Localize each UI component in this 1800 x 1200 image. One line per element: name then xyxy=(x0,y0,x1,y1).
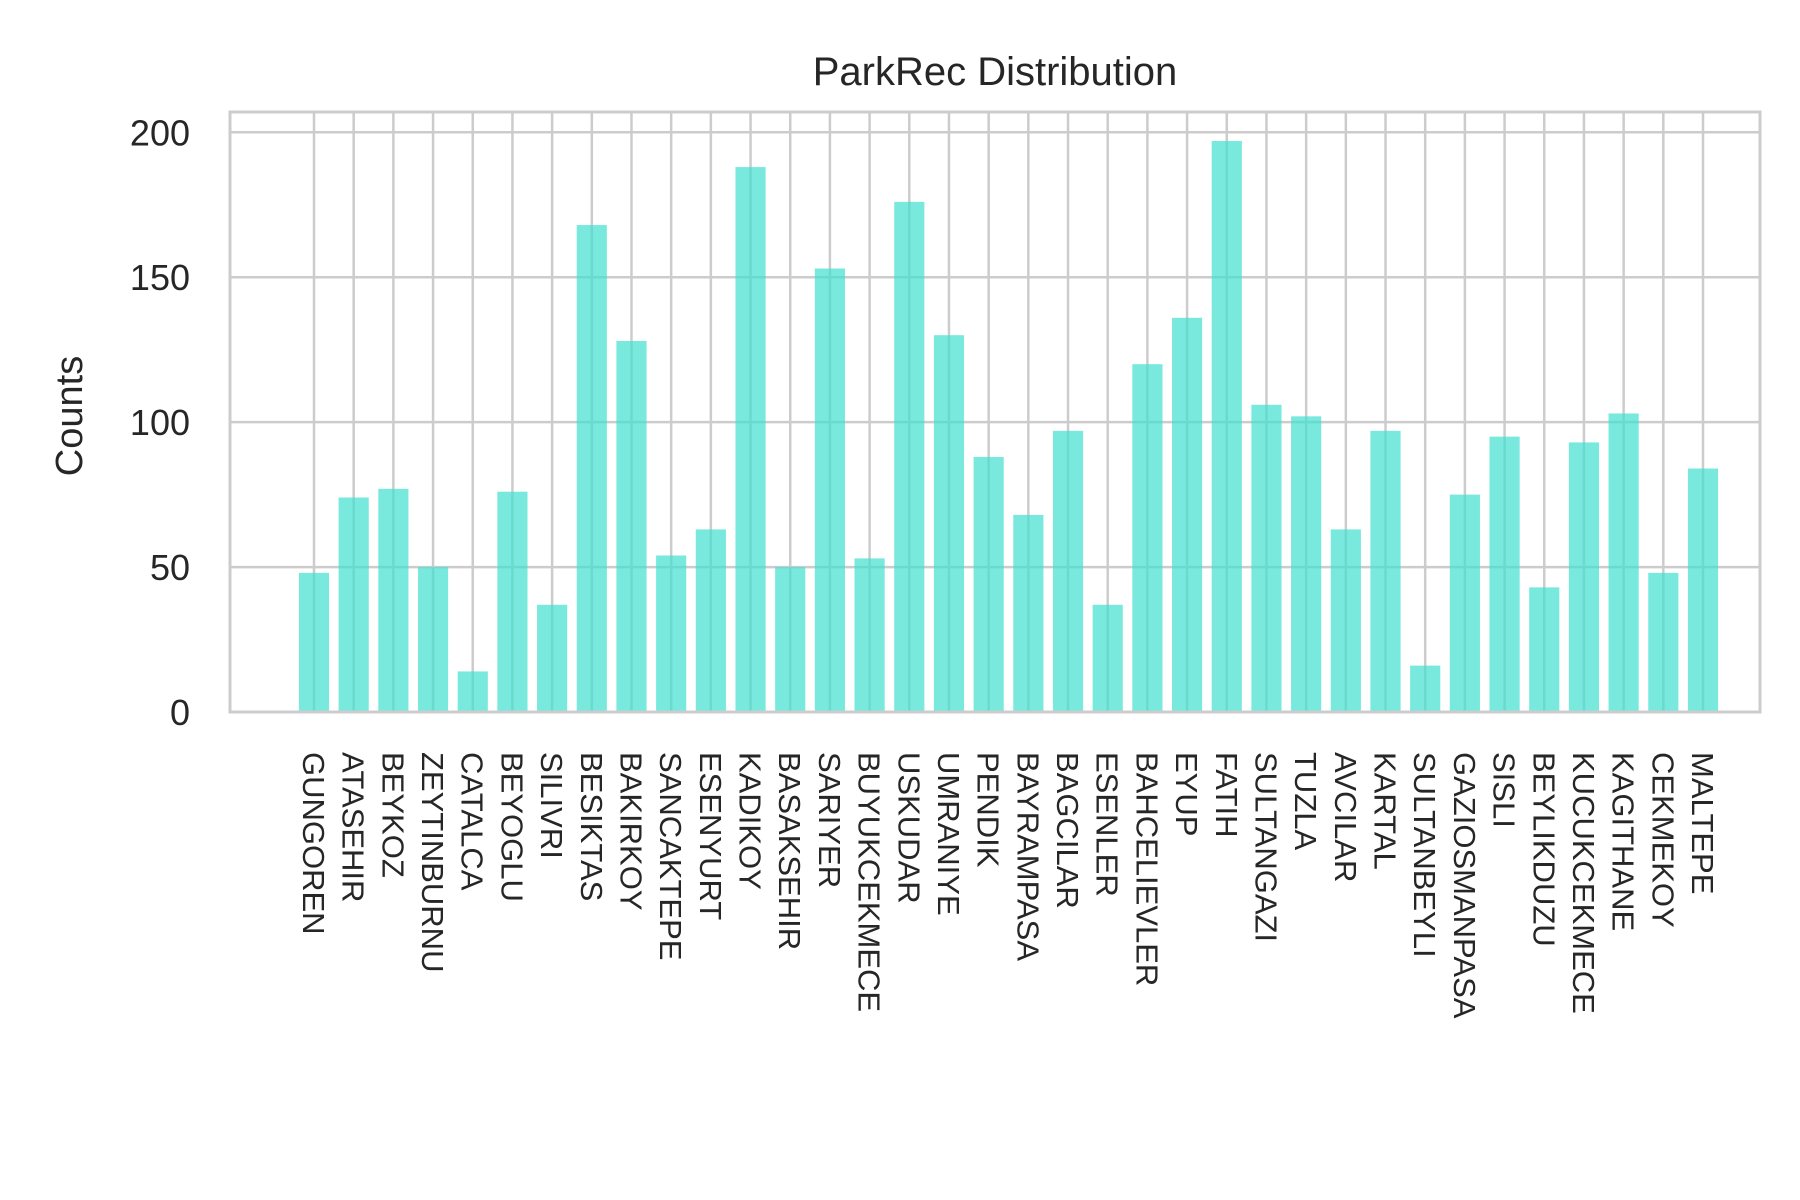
bar-uskudar xyxy=(894,201,925,712)
x-tick-label: SISLI xyxy=(1487,752,1522,828)
x-tick-label: SILIVRI xyxy=(534,752,569,859)
x-tick-label: BAHCELIEVLER xyxy=(1129,752,1164,986)
x-tick-label: SULTANBEYLI xyxy=(1407,752,1442,958)
bar-esenyurt xyxy=(695,529,726,712)
bar-tuzla xyxy=(1291,416,1322,712)
x-tick-label: BEYOGLU xyxy=(494,752,529,902)
x-tick-label: UMRANIYE xyxy=(931,752,966,916)
bar-pendik xyxy=(973,456,1004,712)
bar-basaksehir xyxy=(775,567,806,712)
x-tick-label: BAKIRKOY xyxy=(613,752,648,911)
bar-sariyer xyxy=(814,268,845,712)
x-tick-label: ESENYURT xyxy=(693,752,728,920)
bar-kucukcekmece xyxy=(1568,442,1600,712)
bar-sisli xyxy=(1489,436,1520,712)
y-tick-label: 50 xyxy=(150,547,190,588)
bar-zeytinburnu xyxy=(417,567,449,712)
x-tick-label: AVCILAR xyxy=(1328,752,1363,882)
x-tick-label: PENDIK xyxy=(971,752,1006,868)
bar-silivri xyxy=(537,604,568,712)
bar-bagcilar xyxy=(1052,430,1084,712)
x-tick-label: BEYKOZ xyxy=(375,752,410,878)
y-tick-labels: 0 50 100 150 200 xyxy=(130,112,190,733)
x-tick-label: SULTANGAZI xyxy=(1248,752,1283,942)
x-tick-label: ATASEHIR xyxy=(336,752,371,902)
x-tick-label: BASAKSEHIR xyxy=(772,752,807,950)
y-tick-label: 150 xyxy=(130,257,190,298)
bar-bahcelievler xyxy=(1132,364,1163,712)
bar-kadikoy xyxy=(735,167,766,713)
x-tick-label: SARIYER xyxy=(812,752,847,888)
bar-esenler xyxy=(1092,604,1123,712)
x-tick-label: ESENLER xyxy=(1090,752,1125,897)
bar-eyup xyxy=(1172,317,1203,712)
plot-frame xyxy=(228,110,1762,714)
chart-title: ParkRec Distribution xyxy=(813,50,1178,94)
y-tick-label: 100 xyxy=(130,402,190,443)
bar-sultanbeyli xyxy=(1410,665,1441,712)
bar-sancaktepe xyxy=(656,555,687,712)
x-tick-label: BESIKTAS xyxy=(574,752,609,901)
bar-maltepe xyxy=(1687,468,1719,712)
bar-gungoren xyxy=(298,572,330,712)
x-tick-label: BUYUKCEKMECE xyxy=(852,752,887,1012)
x-tick-label: CEKMEKOY xyxy=(1645,752,1680,928)
x-tick-label: CATALCA xyxy=(455,752,490,891)
x-tick-label: ZEYTINBURNU xyxy=(415,752,450,972)
bar-sultangazi xyxy=(1251,404,1282,712)
bar-beykoz xyxy=(378,488,409,712)
x-tick-labels: GUNGOREN ATASEHIR BEYKOZ ZEYTINBURNU CATALCA… xyxy=(296,752,1720,1019)
x-tick-label: GUNGOREN xyxy=(296,752,331,935)
x-tick-label: KADIKOY xyxy=(733,752,768,890)
bar-avcilar xyxy=(1330,529,1361,712)
x-tick-label: MALTEPE xyxy=(1685,752,1720,894)
x-tick-label: TUZLA xyxy=(1288,752,1323,851)
bar-besiktas xyxy=(576,225,607,713)
x-tick-label: KAGITHANE xyxy=(1606,752,1641,931)
bar-buyukcekmece xyxy=(854,558,885,712)
bar-fatih xyxy=(1211,140,1242,713)
bar-beylikduzu xyxy=(1529,587,1560,712)
x-tick-label: FATIH xyxy=(1209,752,1244,838)
x-tick-label: SANCAKTEPE xyxy=(653,752,688,960)
bar-catalca xyxy=(457,671,488,712)
x-tick-label: GAZIOSMANPASA xyxy=(1447,752,1482,1019)
bar-bayrampasa xyxy=(1013,514,1044,712)
bar-cekmekoy xyxy=(1648,572,1679,712)
x-tick-label: EYUP xyxy=(1169,752,1204,836)
x-tick-label: BAGCILAR xyxy=(1050,752,1085,909)
y-tick-label: 200 xyxy=(130,112,190,153)
x-tick-label: BAYRAMPASA xyxy=(1010,752,1045,961)
bars xyxy=(298,140,1719,713)
x-tick-label: BEYLIKDUZU xyxy=(1526,752,1561,947)
bar-kartal xyxy=(1370,430,1401,712)
bar-atasehir xyxy=(338,497,369,712)
bar-gaziosmanpasa xyxy=(1449,494,1480,712)
bar-umraniye xyxy=(933,335,965,712)
bar-kagithane xyxy=(1608,413,1639,712)
bar-beyoglu xyxy=(497,491,528,712)
x-tick-label: USKUDAR xyxy=(891,752,926,904)
x-tick-label: KUCUKCEKMECE xyxy=(1566,752,1601,1014)
y-tick-label: 0 xyxy=(170,692,190,733)
x-tick-label: KARTAL xyxy=(1368,752,1403,870)
y-axis-label: Counts xyxy=(49,356,91,476)
bar-bakirkoy xyxy=(616,340,647,712)
